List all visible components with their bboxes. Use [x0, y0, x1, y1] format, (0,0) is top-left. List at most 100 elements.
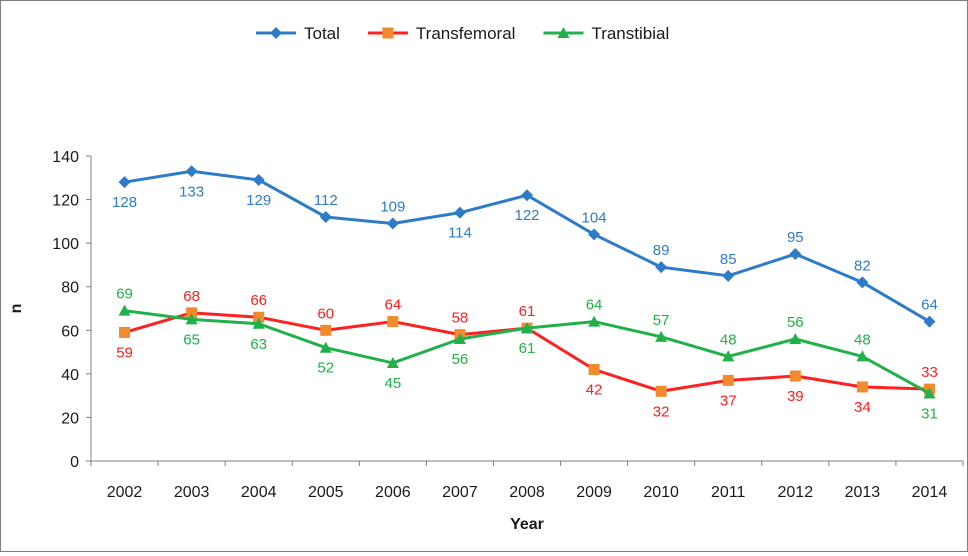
data-point-total: [655, 261, 668, 274]
data-labels: 128 133 129 112 109 114 122 104 89 85 95 82 64 59 68 66…: [112, 183, 938, 422]
data-label-transfemoral: 61: [519, 303, 536, 320]
y-tick-label: 40: [61, 367, 79, 384]
data-label-transfemoral: 59: [116, 344, 133, 361]
legend-item-total: Total: [256, 24, 340, 43]
data-label-transfemoral: 33: [921, 364, 938, 381]
data-label-transtibial: 56: [787, 314, 804, 331]
data-label-transfemoral: 66: [250, 292, 267, 309]
data-point-total: [588, 228, 601, 241]
y-tick-label: 20: [61, 410, 79, 427]
x-tick-label: 2005: [308, 484, 344, 501]
data-point-total: [386, 217, 399, 230]
x-tick-label: 2007: [442, 484, 478, 501]
data-label-transfemoral: 64: [385, 297, 402, 314]
data-label-transtibial: 69: [116, 286, 133, 303]
data-label-total: 82: [854, 257, 871, 274]
axes: 0 20 40 60 80 100 120 140 2002 2003 2004 2005 2006 20…: [52, 149, 964, 501]
data-label-total: 109: [380, 199, 405, 216]
data-point-total: [453, 206, 466, 219]
x-tick-label: 2008: [509, 484, 545, 501]
data-label-transfemoral: 32: [653, 403, 670, 420]
data-label-total: 89: [653, 242, 670, 259]
legend-item-transtibial: Transtibial: [543, 24, 669, 43]
data-point-transtibial: [856, 350, 869, 362]
legend-label-transfemoral: Transfemoral: [416, 24, 516, 43]
data-point-transfemoral: [789, 370, 801, 382]
x-tick-label: 2012: [778, 484, 814, 501]
data-label-total: 114: [448, 225, 472, 242]
data-point-total: [923, 315, 936, 328]
data-label-total: 133: [179, 183, 204, 200]
data-label-total: 104: [582, 209, 607, 226]
legend-label-transtibial: Transtibial: [591, 24, 669, 43]
x-tick-label: 2011: [711, 484, 746, 501]
x-tick-label: 2010: [643, 484, 679, 501]
data-label-transfemoral: 60: [317, 305, 334, 322]
data-point-transfemoral: [856, 381, 868, 393]
data-label-transfemoral: 39: [787, 388, 804, 405]
data-label-transtibial: 48: [854, 331, 871, 348]
data-point-transtibial: [386, 356, 399, 368]
data-point-transfemoral: [253, 311, 265, 323]
legend-marker-total: [270, 27, 282, 39]
data-point-transfemoral: [320, 324, 332, 336]
data-point-transtibial: [655, 330, 668, 342]
series-transtibial: [118, 304, 936, 399]
data-point-total: [252, 173, 265, 186]
data-label-transfemoral: 42: [586, 382, 603, 399]
data-point-transtibial: [118, 304, 131, 316]
data-point-transfemoral: [119, 326, 131, 338]
data-label-transtibial: 52: [317, 360, 334, 377]
x-tick-label: 2006: [375, 484, 411, 501]
data-point-total: [185, 165, 198, 178]
x-tick-label: 2013: [845, 484, 881, 501]
data-label-total: 64: [921, 297, 938, 314]
series-layer: [118, 165, 936, 399]
data-label-total: 95: [787, 229, 804, 246]
legend: Total Transfemoral Transtibial: [256, 24, 669, 43]
x-axis-title: Year: [510, 516, 544, 533]
data-label-transfemoral: 58: [452, 310, 469, 327]
data-point-total: [118, 176, 131, 189]
data-point-transtibial: [722, 350, 735, 362]
data-label-transfemoral: 68: [183, 288, 200, 305]
data-point-transfemoral: [387, 316, 399, 328]
x-tick-label: 2003: [174, 484, 210, 501]
y-tick-label: 100: [52, 236, 79, 253]
data-point-transtibial: [789, 333, 802, 344]
legend-marker-transfemoral: [382, 27, 394, 39]
data-point-transfemoral: [655, 385, 667, 397]
data-point-transtibial: [252, 317, 265, 329]
data-label-total: 85: [720, 251, 737, 268]
data-label-transtibial: 56: [452, 351, 469, 368]
legend-marker-transtibial: [557, 27, 570, 38]
data-label-transfemoral: 37: [720, 392, 737, 409]
data-point-total: [789, 248, 802, 261]
data-point-transtibial: [319, 341, 332, 353]
x-tick-label: 2002: [107, 484, 143, 501]
y-axis-title: n: [8, 304, 25, 314]
data-point-transtibial: [923, 387, 936, 399]
data-label-transtibial: 45: [385, 375, 402, 392]
y-tick-label: 80: [61, 280, 79, 297]
legend-item-transfemoral: Transfemoral: [367, 24, 516, 43]
data-point-transfemoral: [722, 374, 734, 386]
y-tick-label: 140: [52, 149, 79, 166]
data-label-transtibial: 61: [519, 340, 536, 357]
data-point-transfemoral: [588, 364, 600, 375]
data-point-transtibial: [521, 322, 533, 334]
data-point-total: [521, 189, 533, 202]
x-tick-label: 2009: [576, 484, 612, 501]
data-point-transtibial: [588, 315, 601, 327]
series-total: [118, 165, 936, 328]
data-label-transtibial: 31: [921, 405, 938, 422]
data-label-transtibial: 63: [250, 336, 267, 353]
x-tick-label: 2004: [241, 484, 277, 501]
y-tick-label: 0: [70, 454, 79, 471]
data-label-transtibial: 48: [720, 331, 737, 348]
y-tick-label: 120: [52, 193, 79, 210]
data-label-total: 128: [112, 194, 137, 211]
data-label-total: 112: [314, 192, 338, 209]
data-label-transfemoral: 34: [854, 399, 871, 416]
